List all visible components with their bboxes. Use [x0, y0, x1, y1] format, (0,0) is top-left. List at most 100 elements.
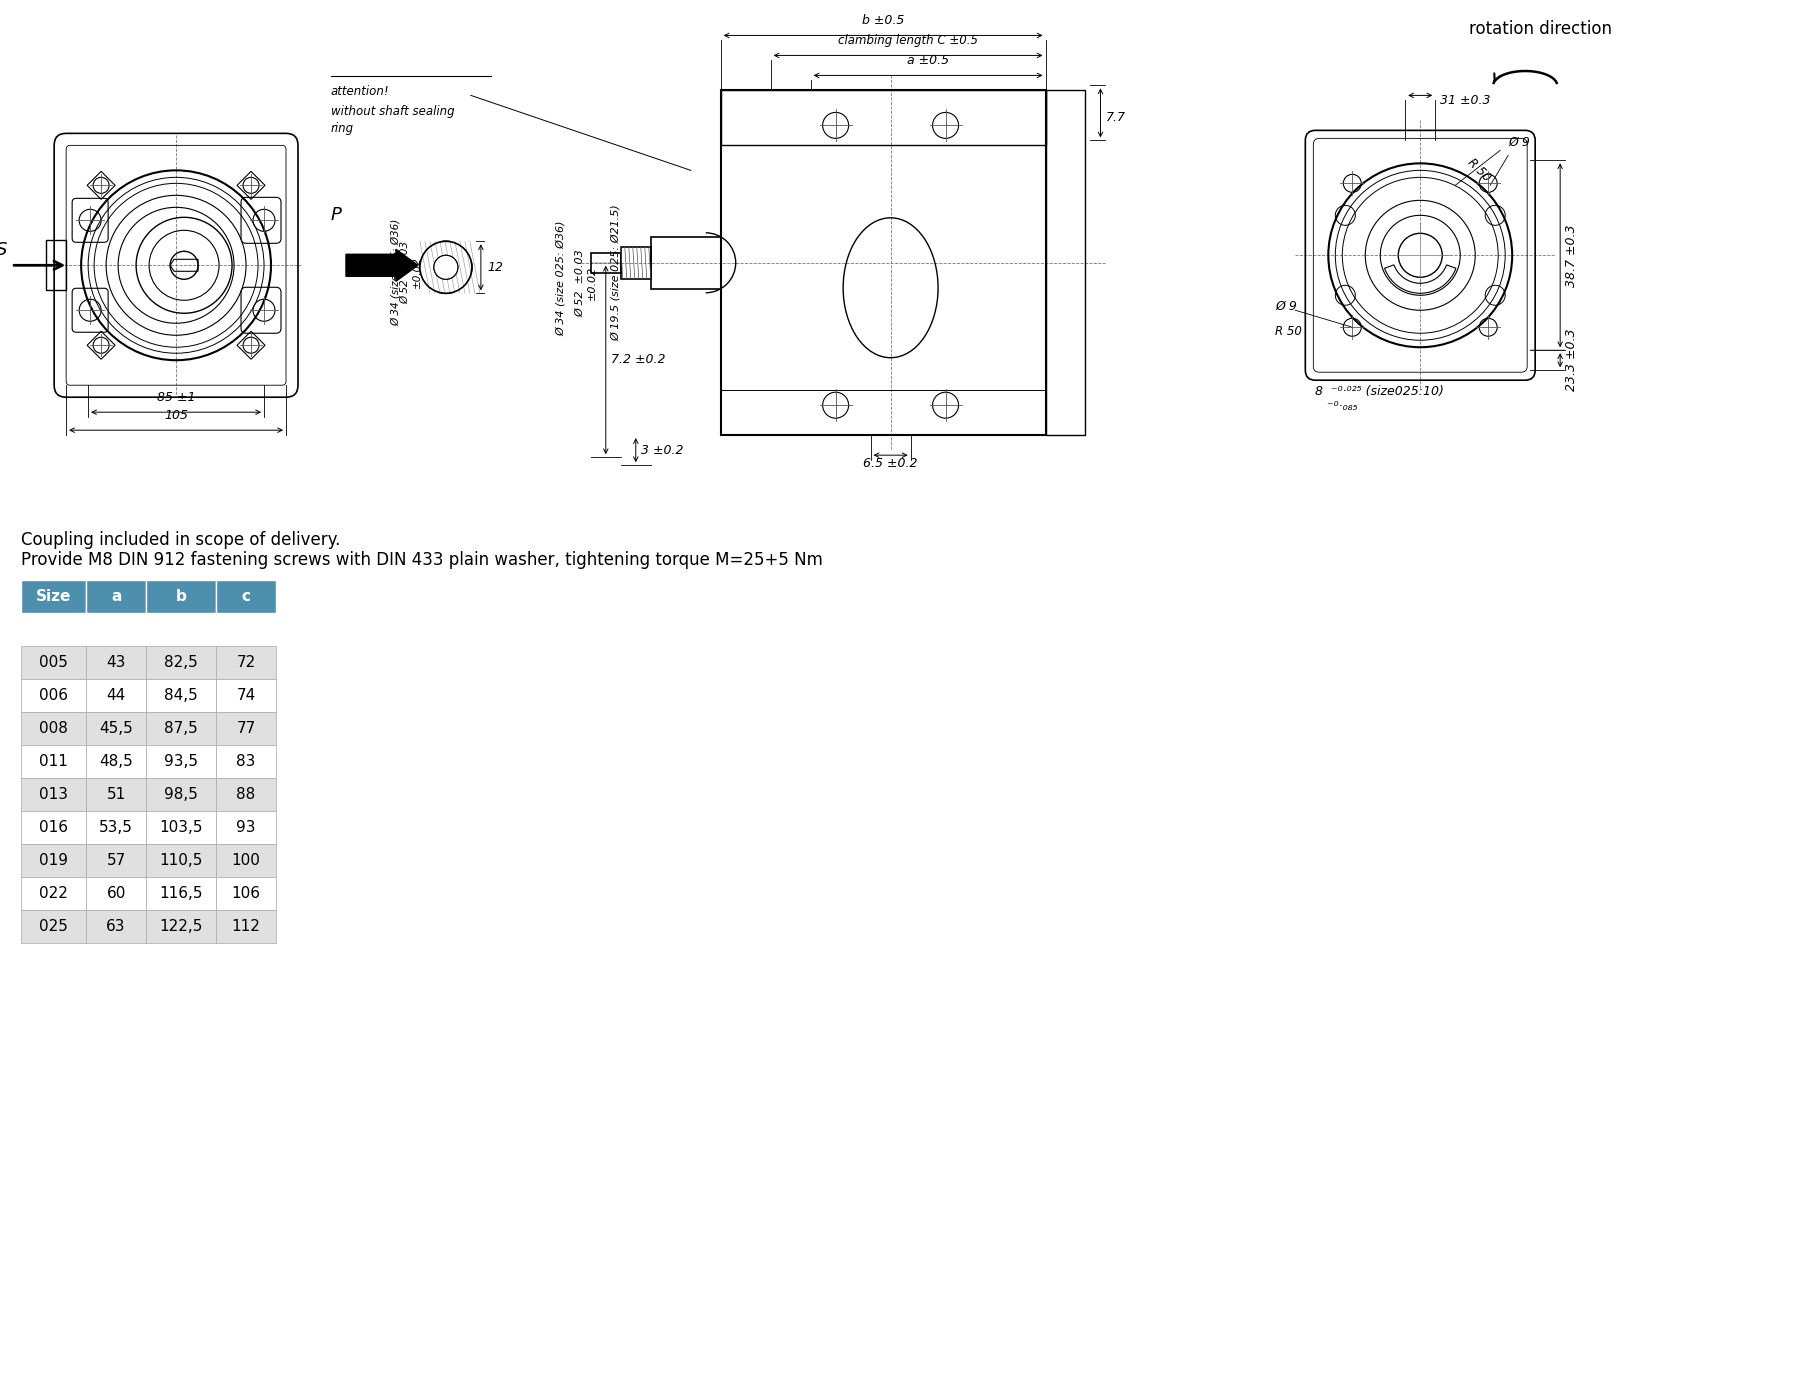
- Text: 31 ±0.3: 31 ±0.3: [1440, 95, 1491, 107]
- Bar: [86, 877, 145, 910]
- Text: Size: Size: [36, 589, 72, 605]
- Bar: [145, 844, 216, 877]
- Text: Ø 19.5 (size 025: Ø21.5): Ø 19.5 (size 025: Ø21.5): [611, 204, 621, 341]
- Text: 82,5: 82,5: [163, 655, 198, 670]
- Text: Ø 34 (size 025: Ø36): Ø 34 (size 025: Ø36): [392, 218, 401, 325]
- Text: 025: 025: [40, 919, 68, 934]
- Bar: [720, 90, 1045, 146]
- Bar: [86, 810, 145, 844]
- Bar: [145, 745, 216, 778]
- Text: Ø 9: Ø 9: [1275, 300, 1297, 313]
- Text: 23.3 ±0.3: 23.3 ±0.3: [1564, 329, 1579, 392]
- Text: 43: 43: [106, 655, 126, 670]
- Text: a ±0.5: a ±0.5: [907, 54, 948, 68]
- Bar: [216, 810, 277, 844]
- Text: 93: 93: [237, 820, 255, 835]
- Text: clambing length C ±0.5: clambing length C ±0.5: [839, 35, 979, 47]
- Circle shape: [420, 242, 472, 293]
- Bar: [145, 646, 216, 678]
- Text: rotation direction: rotation direction: [1469, 21, 1611, 39]
- Bar: [216, 580, 277, 613]
- Bar: [216, 877, 277, 910]
- Text: 87,5: 87,5: [163, 721, 198, 735]
- Text: Ø 52  ±0.03
±0.02: Ø 52 ±0.03 ±0.02: [575, 249, 596, 317]
- Text: 112: 112: [232, 919, 260, 934]
- Text: 45,5: 45,5: [99, 721, 133, 735]
- Text: 110,5: 110,5: [160, 853, 203, 867]
- Bar: [216, 646, 277, 678]
- Text: 105: 105: [163, 409, 189, 423]
- Text: S: S: [0, 242, 7, 260]
- Text: 84,5: 84,5: [163, 688, 198, 703]
- Text: Coupling included in scope of delivery.: Coupling included in scope of delivery.: [22, 531, 341, 549]
- Text: 008: 008: [40, 721, 68, 735]
- Bar: [86, 580, 145, 613]
- Text: 016: 016: [40, 820, 68, 835]
- Text: 83: 83: [237, 753, 255, 769]
- Bar: [86, 778, 145, 810]
- Text: 122,5: 122,5: [160, 919, 203, 934]
- Bar: [720, 90, 1045, 435]
- Text: ring: ring: [330, 122, 354, 135]
- Text: 93,5: 93,5: [163, 753, 198, 769]
- Text: 72: 72: [237, 655, 255, 670]
- Text: P: P: [330, 206, 341, 224]
- Bar: [22, 910, 86, 942]
- Bar: [621, 247, 650, 279]
- Text: 116,5: 116,5: [160, 885, 203, 901]
- Bar: [145, 580, 216, 613]
- Bar: [1045, 90, 1085, 435]
- Bar: [86, 712, 145, 745]
- Bar: [145, 778, 216, 810]
- Text: 6.5 ±0.2: 6.5 ±0.2: [864, 457, 918, 470]
- Bar: [216, 745, 277, 778]
- Bar: [145, 810, 216, 844]
- Text: 48,5: 48,5: [99, 753, 133, 769]
- Bar: [22, 810, 86, 844]
- Bar: [86, 745, 145, 778]
- Bar: [22, 646, 86, 678]
- Text: R 50: R 50: [1466, 156, 1494, 185]
- Bar: [86, 646, 145, 678]
- Circle shape: [1399, 234, 1442, 277]
- Text: Ø 34 (size 025: Ø36): Ø 34 (size 025: Ø36): [555, 220, 566, 335]
- Text: 60: 60: [106, 885, 126, 901]
- Bar: [216, 844, 277, 877]
- Text: 57: 57: [106, 853, 126, 867]
- Text: 74: 74: [237, 688, 255, 703]
- Bar: [22, 678, 86, 712]
- Text: without shaft sealing: without shaft sealing: [330, 106, 454, 118]
- Bar: [216, 910, 277, 942]
- Bar: [650, 236, 720, 289]
- Text: c: c: [241, 589, 250, 605]
- Text: Ø 52  ±0.03
±0.02: Ø 52 ±0.03 ±0.02: [401, 240, 422, 304]
- Circle shape: [435, 256, 458, 279]
- Text: 100: 100: [232, 853, 260, 867]
- Text: b ±0.5: b ±0.5: [862, 14, 905, 28]
- Bar: [216, 678, 277, 712]
- Bar: [591, 253, 621, 272]
- Text: 013: 013: [40, 787, 68, 802]
- Text: attention!: attention!: [330, 85, 390, 99]
- Text: 7.2 ±0.2: 7.2 ±0.2: [611, 353, 665, 367]
- Text: 98,5: 98,5: [163, 787, 198, 802]
- Text: 63: 63: [106, 919, 126, 934]
- Bar: [22, 580, 86, 613]
- Text: 103,5: 103,5: [160, 820, 203, 835]
- Bar: [216, 712, 277, 745]
- Text: Ø 9: Ø 9: [1509, 135, 1530, 149]
- Bar: [86, 910, 145, 942]
- Text: 7.7: 7.7: [1106, 111, 1126, 124]
- Text: 022: 022: [40, 885, 68, 901]
- Text: 53,5: 53,5: [99, 820, 133, 835]
- Text: 019: 019: [40, 853, 68, 867]
- Text: 011: 011: [40, 753, 68, 769]
- Bar: [22, 844, 86, 877]
- Bar: [145, 678, 216, 712]
- Bar: [145, 877, 216, 910]
- Text: 006: 006: [40, 688, 68, 703]
- Text: 85 ±1: 85 ±1: [156, 391, 196, 404]
- Bar: [145, 910, 216, 942]
- Text: 38.7 ±0.3: 38.7 ±0.3: [1564, 224, 1579, 286]
- Text: R 50: R 50: [1275, 325, 1302, 338]
